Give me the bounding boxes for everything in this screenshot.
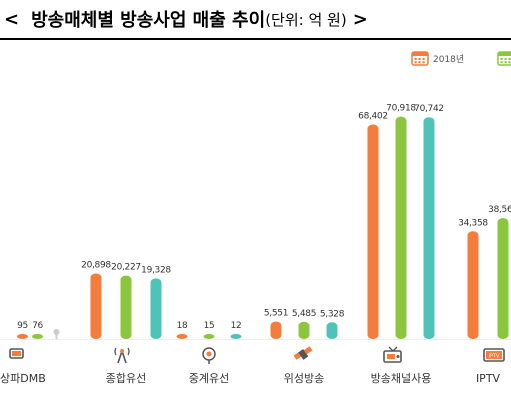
chart-unit: (단위: 억 원) — [265, 10, 347, 29]
chart-title: 방송매체별 방송사업 매출 추이 — [31, 10, 266, 31]
data-label: 76 — [32, 321, 43, 331]
bar — [32, 334, 43, 339]
data-label: 70,742 — [414, 104, 444, 114]
legend-entry-1 — [497, 51, 511, 66]
placeholder-stem — [55, 334, 58, 339]
signal-icon — [202, 347, 216, 364]
data-label: 20,898 — [81, 260, 111, 270]
data-label: 20,227 — [111, 263, 141, 273]
legend-entry-0: 2018년 — [411, 51, 464, 66]
data-label: 15 — [204, 321, 215, 331]
data-label: 5,551 — [264, 309, 288, 319]
data-label: 68,402 — [358, 112, 388, 122]
data-label: 12 — [231, 321, 242, 331]
calendar-icon — [497, 51, 511, 66]
title-close-bracket: > — [352, 8, 368, 30]
iptv-icon-label: IPTV — [489, 354, 501, 360]
data-label: 34,358 — [458, 218, 488, 228]
category-group-2: 18 15 12 중계유선 — [176, 321, 242, 385]
category-label: 방송채널사용 — [371, 372, 432, 385]
bar — [120, 275, 132, 339]
data-label: 18 — [177, 321, 188, 331]
category-label: 상파DMB — [0, 372, 46, 385]
bar-chart: 2018년 95 76 상파DMB 20,898 20,227 19,328 종합유선 18 15… — [0, 51, 511, 385]
placeholder-marker — [53, 329, 60, 335]
category-label: 위성방송 — [284, 372, 324, 385]
category-label: IPTV — [476, 372, 501, 385]
data-label: 5,485 — [292, 309, 316, 319]
bar — [298, 321, 310, 339]
title-open-bracket: < — [4, 8, 20, 30]
bar — [176, 334, 188, 339]
bar — [17, 334, 28, 339]
data-label: 70,918 — [386, 104, 416, 114]
chart-title-bar: < 방송매체별 방송사업 매출 추이 (단위: 억 원) > — [0, 0, 511, 40]
legend-label: 2018년 — [433, 54, 464, 65]
bar — [497, 218, 509, 339]
bar — [150, 278, 162, 339]
bar — [90, 273, 102, 339]
bar — [203, 334, 215, 339]
antenna-tower-icon — [114, 347, 130, 364]
data-label: 19,328 — [141, 265, 171, 275]
category-label: 중계유선 — [189, 372, 229, 385]
dmb-icon — [9, 348, 24, 359]
category-group-3: 5,551 5,485 5,328 위성방송 — [264, 309, 345, 385]
bar — [395, 116, 407, 340]
category-group-1: 20,898 20,227 19,328 종합유선 — [81, 260, 172, 385]
iptv-icon: IPTV — [483, 348, 505, 362]
category-label: 종합유선 — [106, 372, 146, 385]
bar — [467, 231, 479, 339]
bar — [230, 334, 242, 339]
bar — [423, 117, 435, 340]
tv-radio-icon — [383, 346, 402, 363]
calendar-icon — [411, 51, 429, 66]
category-group-0: 95 76 상파DMB — [0, 321, 60, 385]
data-label: 38,566 — [488, 205, 511, 215]
data-label: 95 — [17, 321, 28, 331]
satellite-icon — [293, 346, 313, 360]
data-label: 5,328 — [320, 309, 345, 319]
bar — [270, 321, 282, 339]
bar — [367, 124, 379, 340]
bar — [326, 322, 338, 339]
